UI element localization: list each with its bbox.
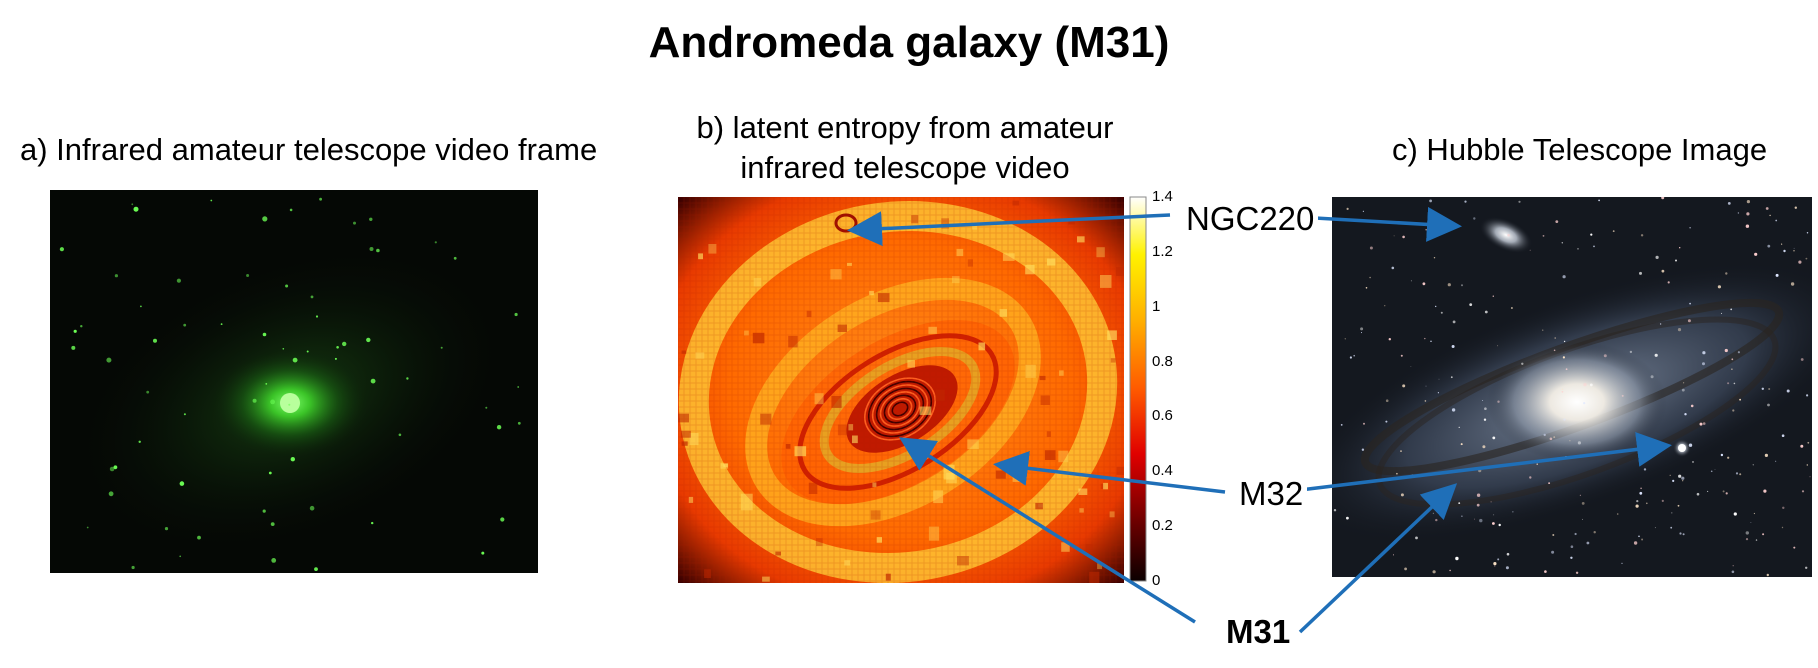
callout-ngc220: NGC220: [1182, 200, 1319, 238]
arrow-m31-to-hubble: [1298, 483, 1458, 634]
colorbar-tick-label: 1.2: [1152, 242, 1173, 260]
callout-m32: M32: [1235, 475, 1308, 513]
callout-m31: M31: [1222, 613, 1295, 651]
panel-b-label: b) latent entropy from amateur infrared …: [670, 108, 1140, 188]
panel-b-label-line1: b) latent entropy from amateur: [696, 110, 1114, 145]
arrow-ngc220-to-hubble: [1314, 206, 1462, 242]
arrow-m31-to-entropy: [899, 437, 1196, 624]
colorbar-tick-label: 0.6: [1152, 407, 1173, 425]
colorbar-tick-label: 0.2: [1152, 517, 1173, 535]
colorbar-tick-label: 0.8: [1152, 352, 1173, 370]
arrow-m32-to-entropy: [993, 450, 1226, 494]
colorbar-tick-label: 0.4: [1152, 462, 1173, 480]
panel-c-label: c) Hubble Telescope Image: [1392, 132, 1768, 167]
arrow-ngc220-to-entropy: [847, 211, 1171, 247]
infrared-frame-image: [50, 190, 538, 573]
arrow-m32-to-hubble: [1299, 431, 1672, 492]
colorbar-tick-label: 1.4: [1152, 188, 1173, 205]
colorbar-tick-label: 0: [1152, 572, 1161, 589]
colorbar-tick-label: 1: [1152, 297, 1161, 315]
panel-b-label-line2: infrared telescope video: [740, 150, 1070, 185]
colorbar: 1.4 1.2 1 0.8 0.6 0.4 0.2 0: [1128, 188, 1188, 589]
panel-a-label: a) Infrared amateur telescope video fram…: [20, 132, 598, 167]
figure-title: Andromeda galaxy (M31): [648, 18, 1170, 67]
